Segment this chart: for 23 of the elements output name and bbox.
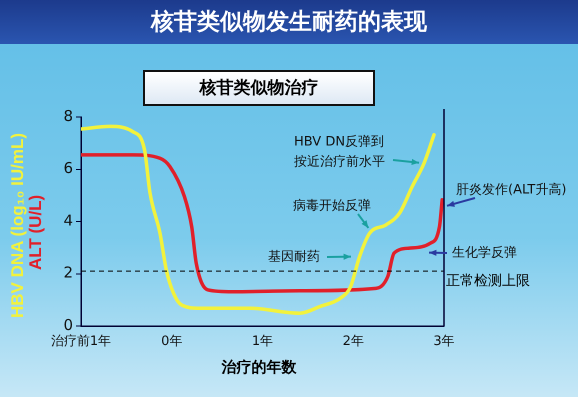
chart-subtitle: 核苷类似物治疗: [143, 70, 375, 106]
annotation: 肝炎发作(ALT升高): [456, 181, 566, 198]
text: HBV DNA (log₁₀ IU/mL): [8, 133, 28, 318]
y-tick-label: 0: [63, 316, 73, 334]
y-tick-label: 4: [63, 211, 73, 230]
y-tick-label: 8: [63, 106, 73, 125]
annotation: 病毒开始反弹: [293, 198, 371, 214]
annotation: 生化学反弹: [452, 245, 517, 260]
x-axis-title: 治疗的年数: [220, 358, 298, 377]
ref-line-label: 正常检测上限: [446, 272, 530, 289]
annotation: 基因耐药: [268, 249, 320, 264]
x-tick-label: 3年: [433, 334, 455, 350]
y-tick-label: 2: [63, 264, 73, 282]
text: ALT (U/L): [26, 194, 46, 270]
x-tick-label: 治疗前1年: [50, 334, 112, 350]
annotation: HBV DN反弹到按近治疗前水平: [294, 134, 385, 170]
y-tick-label: 6: [63, 159, 73, 178]
x-tick-label: 0年: [161, 334, 182, 350]
x-tick-label: 2年: [342, 334, 364, 350]
line-series: [81, 124, 436, 315]
chart-title: 核苷类似物发生耐药的表现: [0, 0, 578, 44]
x-tick-label: 1年: [252, 334, 274, 350]
line-series: [81, 153, 444, 294]
